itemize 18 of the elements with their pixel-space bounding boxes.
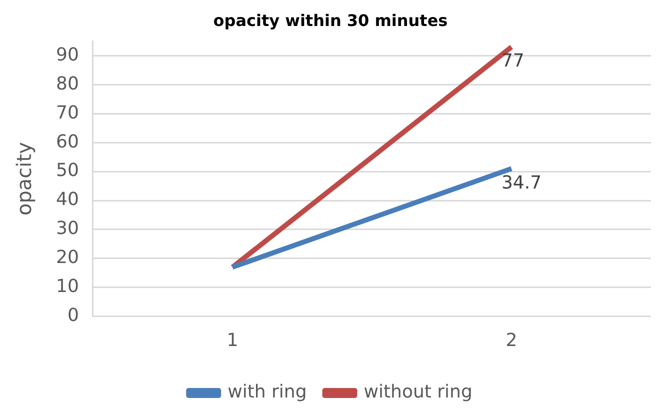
y-axis-title: opacity: [12, 142, 36, 216]
y-tick-label: 90: [56, 44, 79, 66]
x-tick-label: 2: [506, 330, 518, 351]
chart-title: opacity within 30 minutes: [213, 10, 448, 30]
y-tick-label: 40: [56, 189, 79, 210]
y-tick-label: 0: [67, 305, 79, 326]
annotation: 34.7: [501, 172, 542, 194]
x-tick-label: 1: [226, 330, 238, 351]
y-tick-label: 70: [56, 102, 79, 124]
y-tick-label: 50: [56, 160, 79, 182]
legend-label: with ring: [228, 382, 307, 403]
annotation: 77: [501, 50, 524, 72]
y-tick-label: 10: [56, 276, 79, 298]
y-tick-label: 80: [56, 73, 79, 94]
y-tick-label: 30: [56, 218, 79, 240]
y-tick-label: 60: [56, 131, 79, 152]
y-tick-label: 20: [56, 247, 79, 268]
legend-label: without ring: [364, 382, 472, 403]
